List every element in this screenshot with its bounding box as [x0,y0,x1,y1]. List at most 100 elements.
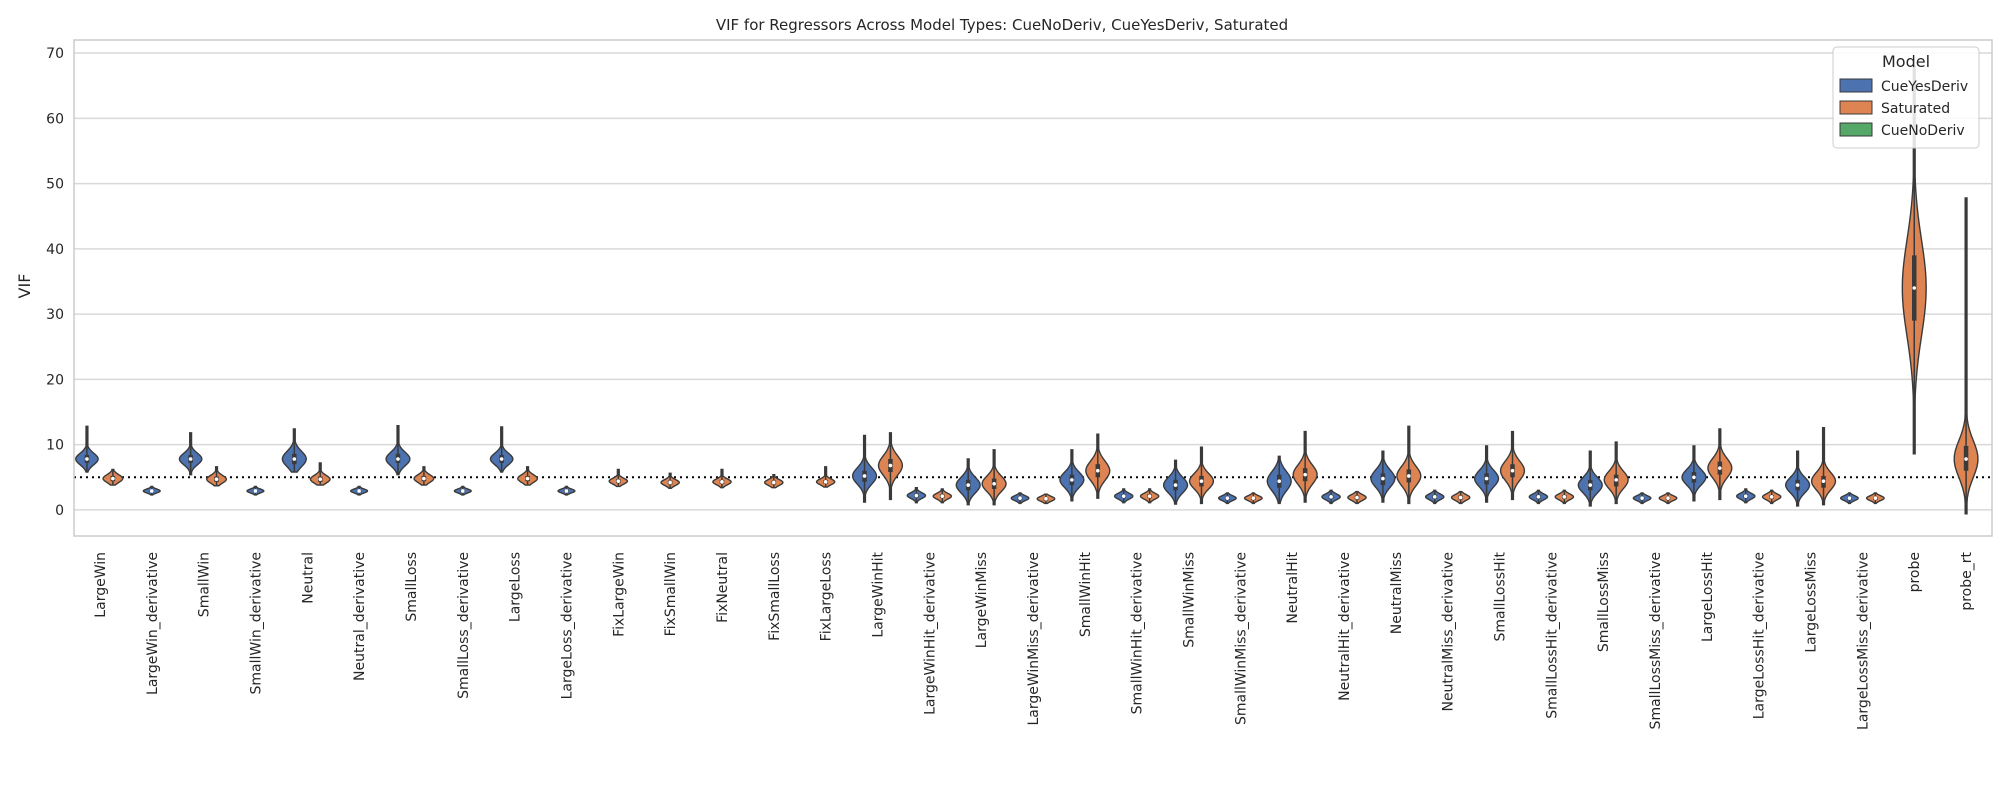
violins [75,65,1979,515]
legend-swatch [1839,122,1873,137]
violin-median [1692,475,1696,480]
legend-label: CueNoDeriv [1881,123,1965,139]
violin-median [1458,495,1463,500]
x-tick-label: FixLargeLoss [819,552,835,641]
x-tick-label: LargeWinMiss_derivative [1026,552,1042,726]
x-tick-label: SmallWinMiss [1182,552,1198,648]
x-tick-label: NeutralMiss [1389,552,1405,634]
legend-label: Saturated [1881,101,1950,117]
x-tick-label: NeutralMiss_derivative [1441,552,1457,712]
violin-median [992,481,996,486]
x-tick-label: LargeWinHit_derivative [922,552,938,715]
violin-median [888,463,893,468]
violin-median [1225,496,1230,500]
violin-median [253,489,258,493]
x-tick-label: SmallWin [197,552,213,617]
violin-median [720,480,724,484]
violin-median [862,474,867,478]
x-tick-label: FixSmallLoss [767,552,783,641]
violin-median [188,457,193,461]
violin-median [396,457,400,461]
violin-median [318,477,323,482]
violin-median [668,480,672,485]
violin-median [111,476,115,481]
x-tick-label: LargeLossMiss_derivative [1855,552,1871,730]
x-tick-label: SmallLossHit [1493,551,1509,641]
x-tick-label: LargeLossHit [1700,552,1716,643]
x-tick-label: FixNeutral [715,552,731,623]
violin-median [422,476,426,481]
x-tick-label: LargeWin [93,552,109,618]
violin-median [914,493,919,498]
violin-median [1821,479,1826,483]
y-axis-label: VIF [15,274,34,299]
x-tick-labels: LargeWin LargeWin_derivative SmallWin Small… [93,551,1975,729]
y-tick-label: 70 [46,46,64,62]
x-tick-label: LargeLoss_derivative [559,552,575,699]
legend-swatch [1839,100,1873,115]
violin-median [214,477,219,482]
y-tick-label: 60 [46,111,64,127]
x-tick-label: NeutralHit_derivative [1337,552,1353,701]
violin-median [1743,494,1748,498]
x-tick-label: LargeWinHit [870,551,886,637]
x-tick-label: Neutral [300,552,316,604]
x-tick-label: SmallLossHit_derivative [1544,552,1560,719]
x-tick-label: LargeLossMiss [1804,552,1820,653]
violin-median [1718,466,1722,470]
violin-median [525,476,530,481]
y-tick-label: 0 [55,503,64,519]
violin-median [1381,476,1385,481]
violin-median [1044,497,1048,501]
violin-median [1277,479,1282,483]
x-tick-label: FixSmallWin [663,552,679,636]
y-tick-label: 30 [46,307,64,323]
violin-median [357,489,361,493]
x-tick-label: NeutralHit [1285,552,1301,624]
violin-median [1847,496,1852,500]
violin-median [772,480,776,485]
violin-median [940,494,945,498]
violin-median [1912,286,1917,290]
violin-median [1432,495,1437,499]
violin-median [616,479,621,483]
violin-median [1199,479,1204,483]
x-tick-label: SmallWinHit_derivative [1130,552,1146,714]
x-tick-label: probe [1907,552,1923,592]
x-tick-label: Neutral_derivative [352,552,368,681]
violin-median [1614,478,1618,482]
x-tick-label: LargeLossHit_derivative [1752,552,1768,719]
x-tick-label: FixLargeWin [611,552,627,637]
violin-median [460,489,465,493]
violin-median [1355,495,1359,500]
violin-median [1173,483,1178,487]
violin-median [1070,478,1074,482]
y-tick-label: 20 [46,372,64,388]
violin-median [1251,496,1256,500]
x-tick-label: SmallLossMiss [1596,552,1612,652]
x-tick-label: SmallLoss_derivative [456,552,472,699]
violin-median [1095,468,1100,473]
violin-median [292,457,297,461]
y-tick-labels: 0 10 20 30 40 50 60 70 [46,46,64,519]
violin-median [499,457,504,461]
x-tick-label: LargeLoss [508,552,524,622]
violin-median [1303,472,1307,477]
chart-title: VIF for Regressors Across Model Types: C… [716,16,1288,34]
violin-median [1484,476,1489,481]
y-tick-label: 40 [46,242,64,258]
violin-median [1329,495,1333,499]
violin-median [1795,483,1800,487]
violin-median [966,483,971,487]
legend-title: Model [1882,52,1930,71]
x-tick-label: SmallWinHit [1078,551,1094,637]
violin-median [823,480,828,484]
x-tick-label: LargeWin_derivative [145,552,161,695]
violin-median [85,457,89,461]
legend-swatch [1839,78,1873,93]
x-tick-label: probe_rt [1959,552,1975,611]
grid-lines [74,52,1992,511]
violin-median [1873,496,1878,500]
